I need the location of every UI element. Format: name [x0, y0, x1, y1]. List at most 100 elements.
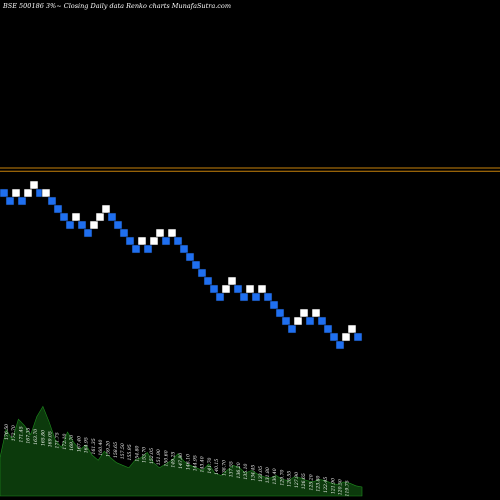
renko-brick: [53, 204, 63, 214]
volume-label: 152.05: [149, 448, 155, 464]
renko-brick: [257, 284, 267, 294]
volume-area-path: [0, 405, 363, 497]
volume-label: 146.10: [185, 454, 191, 470]
volume-label: 127.90: [294, 472, 300, 488]
renko-brick: [119, 228, 129, 238]
volume-label: 154.80: [135, 445, 141, 461]
renko-brick: [275, 308, 285, 318]
volume-label: 123.80: [316, 475, 322, 491]
volume-label: 147.80: [178, 453, 184, 469]
volume-label: 135.10: [243, 463, 249, 479]
renko-brick: [329, 332, 339, 342]
volume-label: 172.70: [11, 425, 17, 441]
renko-brick: [17, 196, 27, 206]
renko-brick: [305, 316, 315, 326]
renko-brick: [347, 324, 357, 334]
volume-label: 149.25: [171, 451, 177, 467]
renko-brick: [185, 252, 195, 262]
renko-brick: [11, 188, 21, 198]
volume-label: 157.50: [120, 443, 126, 459]
renko-brick: [161, 236, 171, 246]
renko-brick: [221, 284, 231, 294]
volume-label: 164.95: [84, 437, 90, 453]
renko-brick: [173, 236, 183, 246]
volume-label: 167.35: [26, 427, 32, 443]
renko-brick: [95, 212, 105, 222]
renko-brick: [125, 236, 135, 246]
volume-label: 172.10: [62, 433, 68, 449]
volume-label: 134.45: [251, 465, 257, 481]
renko-brick: [251, 292, 261, 302]
renko-brick: [149, 236, 159, 246]
renko-brick: [287, 324, 297, 334]
renko-brick: [59, 212, 69, 222]
volume-label: 160.40: [98, 439, 104, 455]
renko-brick: [269, 300, 279, 310]
volume-label: 119.75: [345, 480, 351, 496]
volume-label: 161.35: [91, 438, 97, 454]
volume-label: 158.65: [113, 442, 119, 458]
renko-brick: [203, 276, 213, 286]
renko-brick: [317, 316, 327, 326]
renko-brick: [71, 212, 81, 222]
renko-brick: [41, 188, 51, 198]
renko-brick: [233, 284, 243, 294]
renko-bricks: [0, 180, 363, 350]
renko-brick: [341, 332, 351, 342]
renko-brick: [245, 284, 255, 294]
renko-brick: [47, 196, 57, 206]
renko-brick: [335, 340, 345, 350]
volume-label: 169.70: [69, 435, 75, 451]
volume-label: 169.05: [48, 431, 54, 447]
renko-brick: [209, 284, 219, 294]
renko-brick: [227, 276, 237, 286]
volume-label: 133.05: [258, 466, 264, 482]
volume-label: 128.55: [287, 471, 293, 487]
renko-brick: [137, 236, 147, 246]
renko-brick: [101, 204, 111, 214]
volume-label: 153.70: [142, 447, 148, 463]
renko-brick: [191, 260, 201, 270]
renko-brick: [179, 244, 189, 254]
volume-label: 140.15: [214, 459, 220, 475]
renko-brick: [155, 228, 165, 238]
volume-label: 167.40: [77, 436, 83, 452]
renko-brick: [323, 324, 333, 334]
renko-brick: [167, 228, 177, 238]
volume-label: 144.95: [193, 455, 199, 471]
volume-label: 143.40: [200, 456, 206, 472]
volume-label: 125.20: [309, 474, 315, 490]
volume-label: 120.50: [338, 479, 344, 495]
renko-brick: [311, 308, 321, 318]
renko-brick: [89, 220, 99, 230]
renko-brick: [23, 188, 33, 198]
volume-label: 136.20: [236, 462, 242, 478]
renko-brick: [299, 308, 309, 318]
renko-brick: [143, 244, 153, 254]
volume-label: 159.20: [106, 441, 112, 457]
renko-brick: [263, 292, 273, 302]
volume-label: 130.40: [272, 468, 278, 484]
volume-label: 121.90: [330, 478, 336, 494]
chart-title: BSE 500186 3%~ Closing Daily data Renko …: [2, 2, 231, 10]
volume-label: 129.70: [280, 469, 286, 485]
volume-label: 163.70: [33, 429, 39, 445]
renko-brick: [0, 188, 9, 198]
volume-label: 176.50: [4, 424, 10, 440]
renko-brick: [107, 212, 117, 222]
renko-brick: [281, 316, 291, 326]
volume-label: 141.70: [207, 457, 213, 473]
volume-label: 165.80: [40, 430, 46, 446]
renko-brick: [77, 220, 87, 230]
volume-label: 155.95: [127, 444, 133, 460]
volume-label: 151.90: [156, 449, 162, 465]
renko-brick: [215, 292, 225, 302]
renko-brick: [197, 268, 207, 278]
renko-brick: [239, 292, 249, 302]
renko-brick: [131, 244, 141, 254]
volume-label: 171.45: [19, 426, 25, 442]
renko-brick: [29, 180, 39, 190]
volume-label: 122.45: [323, 477, 329, 493]
volume-label: 131.80: [265, 467, 271, 483]
